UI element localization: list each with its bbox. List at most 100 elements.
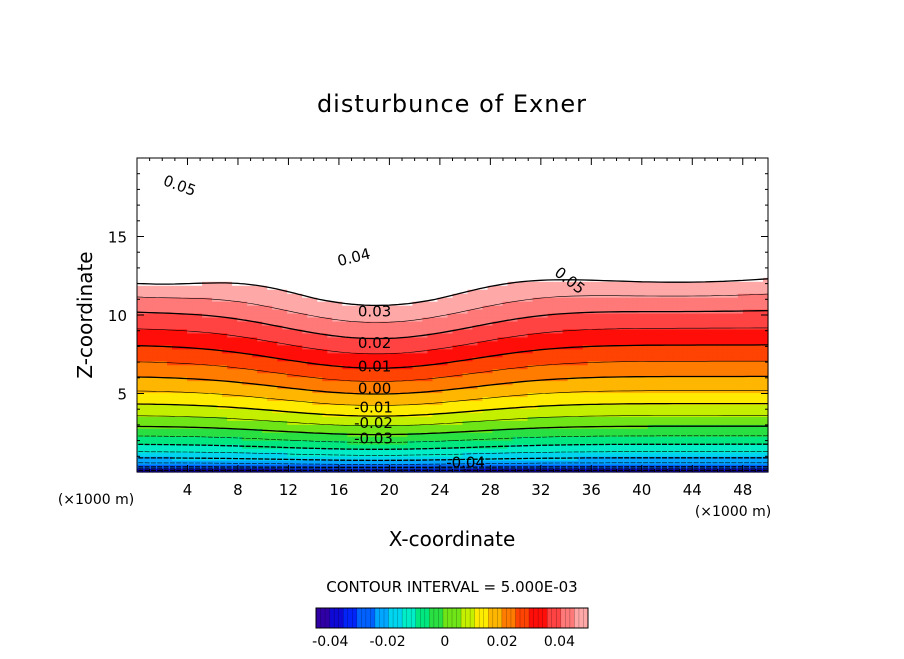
contour-cell <box>417 364 424 370</box>
contour-cell <box>187 261 193 266</box>
contour-cell <box>442 380 449 386</box>
contour-cell <box>262 416 268 421</box>
contour-cell <box>292 316 298 322</box>
contour-cell <box>247 193 253 199</box>
contour-cell <box>337 340 343 346</box>
contour-cell <box>232 221 238 227</box>
contour-cell <box>367 464 373 469</box>
contour-cell <box>362 173 368 179</box>
contour-cell <box>397 265 404 270</box>
contour-cell <box>247 213 253 219</box>
contour-cell <box>267 293 273 298</box>
contour-cell <box>212 436 218 441</box>
contour-cell <box>142 436 148 441</box>
contour-cell <box>232 277 238 282</box>
contour-cell <box>142 213 148 219</box>
contour-cell <box>387 233 394 239</box>
contour-cell <box>372 368 378 374</box>
contour-cell <box>212 289 218 294</box>
contour-cell <box>367 301 373 306</box>
contour-cell <box>352 193 358 199</box>
contour-cell <box>237 305 243 310</box>
contour-cell <box>247 348 253 354</box>
contour-cell <box>162 189 168 195</box>
contour-cell <box>242 460 248 465</box>
contour-cell <box>262 265 268 270</box>
contour-cell <box>327 269 333 274</box>
contour-cell <box>277 400 283 406</box>
contour-cell <box>217 380 223 386</box>
contour-cell <box>292 452 298 457</box>
contour-cell <box>357 173 363 179</box>
contour-cell <box>162 289 168 294</box>
contour-cell <box>422 169 429 175</box>
contour-cell <box>162 257 168 262</box>
contour-cell <box>282 269 288 274</box>
contour-cell <box>277 404 283 409</box>
contour-cell <box>337 316 343 322</box>
contour-cell <box>227 161 233 167</box>
contour-cell <box>422 460 429 465</box>
contour-cell <box>292 320 298 326</box>
contour-cell <box>382 348 388 354</box>
contour-cell <box>227 261 233 266</box>
contour-cell <box>202 444 208 449</box>
contour-cell <box>182 380 188 386</box>
contour-cell <box>187 324 193 330</box>
contour-cell <box>382 237 388 243</box>
contour-cell <box>387 376 394 382</box>
contour-cell <box>347 448 353 453</box>
contour-cell <box>362 336 368 342</box>
contour-cell <box>257 201 263 207</box>
contour-cell <box>342 309 348 314</box>
contour-cell <box>217 229 223 235</box>
contour-cell <box>187 189 193 195</box>
contour-cell <box>377 408 383 413</box>
contour-cell <box>307 460 313 465</box>
contour-cell <box>212 444 218 449</box>
contour-cell <box>312 289 318 294</box>
contour-cell <box>287 388 293 394</box>
contour-cell <box>242 189 248 195</box>
contour-cell <box>137 197 143 203</box>
contour-cell <box>327 197 333 203</box>
contour-cell <box>362 448 368 453</box>
contour-cell <box>227 309 233 314</box>
contour-cell <box>247 452 253 457</box>
contour-cell <box>322 161 328 167</box>
contour-cell <box>192 416 198 421</box>
contour-cell <box>297 444 303 449</box>
contour-cell <box>347 265 353 270</box>
contour-cell <box>152 372 158 378</box>
contour-cell <box>137 448 143 453</box>
contour-cell <box>302 181 308 187</box>
contour-cell <box>272 360 278 366</box>
contour-cell <box>282 293 288 298</box>
contour-cell <box>217 356 223 362</box>
contour-cell <box>197 408 203 413</box>
contour-cell <box>302 201 308 207</box>
contour-cell <box>287 420 293 425</box>
contour-cell <box>447 416 454 421</box>
contour-cell <box>427 309 434 314</box>
contour-cell <box>257 177 263 183</box>
contour-cell <box>242 158 248 163</box>
contour-cell <box>302 221 308 227</box>
contour-cell <box>437 173 444 179</box>
contour-cell <box>337 452 343 457</box>
contour-cell <box>167 253 173 258</box>
contour-cell <box>292 261 298 266</box>
contour-cell <box>337 420 343 425</box>
contour-cell <box>312 197 318 203</box>
contour-cell <box>322 169 328 175</box>
contour-cell <box>162 340 168 346</box>
contour-cell <box>392 209 399 215</box>
contour-cell <box>372 189 378 195</box>
contour-cell <box>352 420 358 425</box>
contour-cell <box>212 165 218 171</box>
contour-cell <box>247 165 253 171</box>
contour-cell <box>167 285 173 290</box>
contour-cell <box>202 328 208 334</box>
contour-cell <box>322 281 328 286</box>
